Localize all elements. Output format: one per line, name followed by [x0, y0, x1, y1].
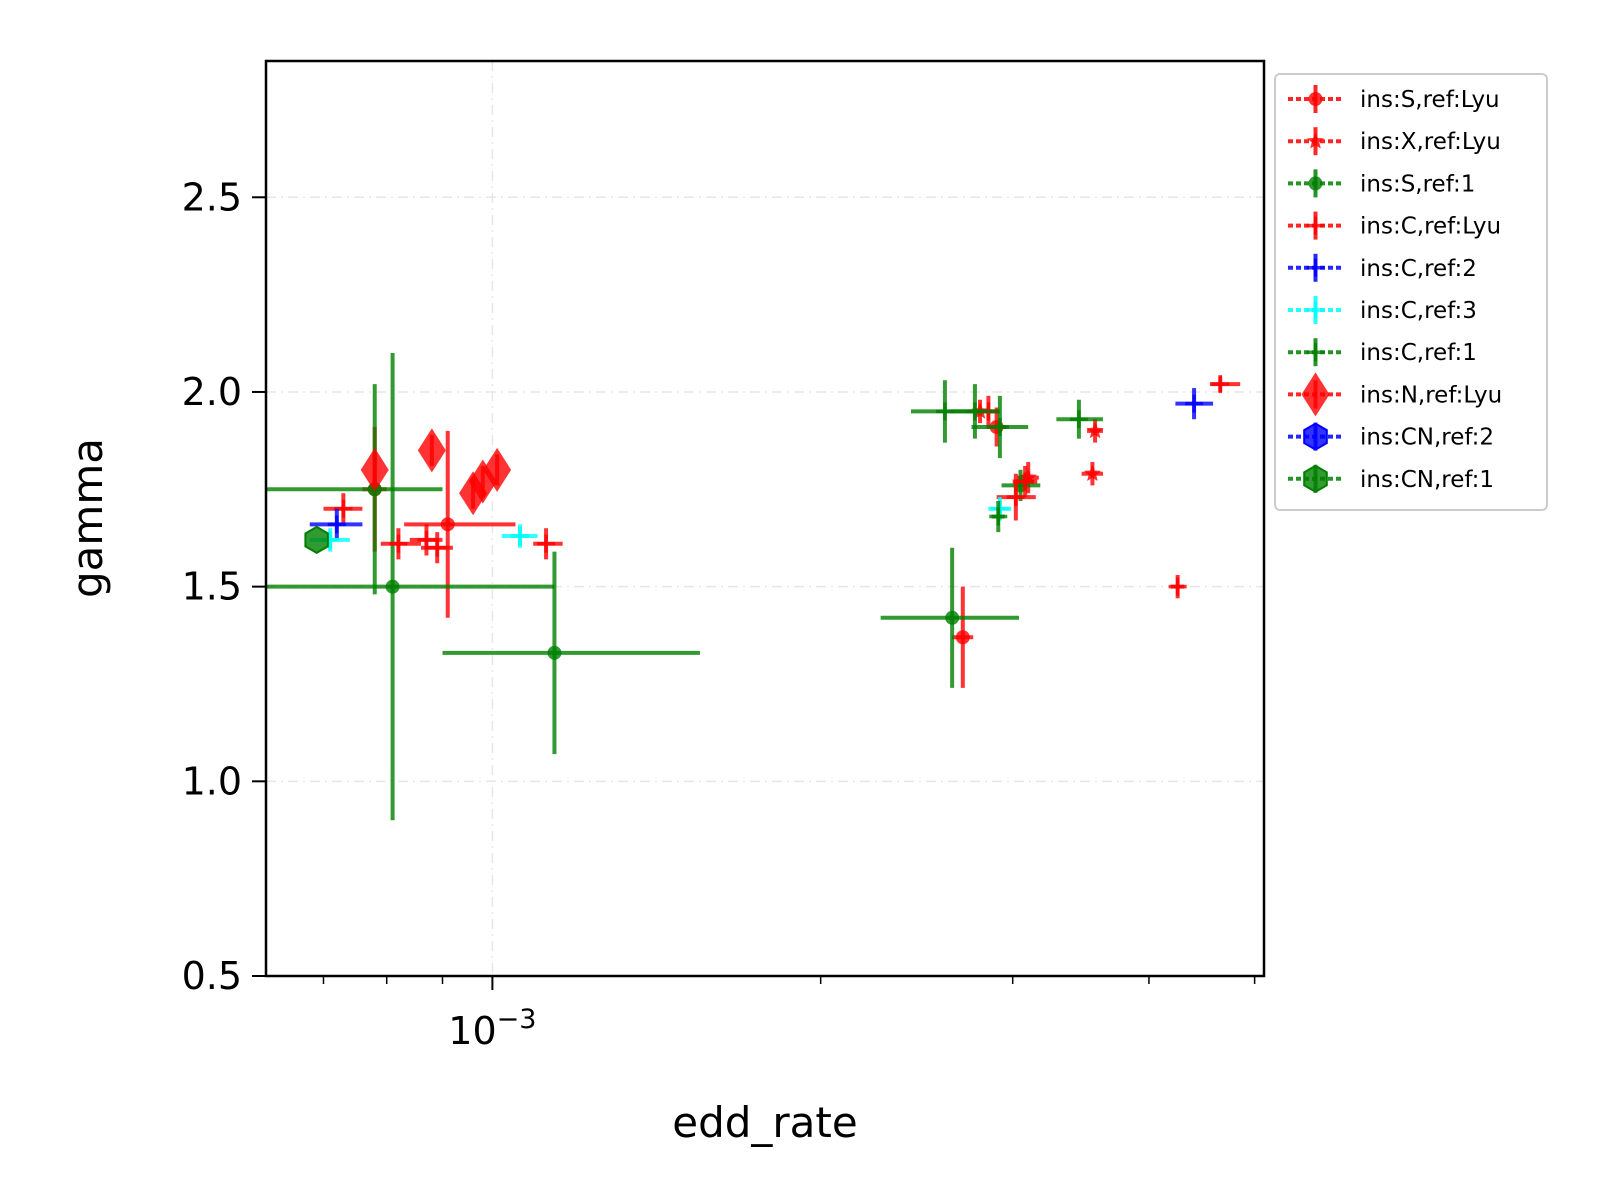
- series-ins-c-ref-lyu: [323, 375, 1241, 599]
- data-point: [1006, 488, 1025, 507]
- legend-entry: ins:C,ref:1: [1288, 338, 1477, 367]
- data-point: [1211, 375, 1230, 394]
- legend-entry: ins:CN,ref:1: [1288, 464, 1494, 493]
- series-ins-s-ref-lyu: [362, 407, 1007, 688]
- y-axis-title: gamma: [63, 438, 112, 598]
- data-point: [537, 534, 556, 553]
- data-point: [428, 538, 447, 557]
- data-point: [483, 447, 512, 492]
- data-point: [965, 402, 984, 421]
- y-tick-label: 2.5: [182, 175, 242, 219]
- data-point: [389, 534, 408, 553]
- data-point: [955, 630, 970, 645]
- legend-entry: ins:CN,ref:2: [1288, 422, 1494, 451]
- legend-label: ins:C,ref:1: [1360, 340, 1477, 366]
- legend-entry: ins:S,ref:1: [1288, 169, 1475, 198]
- data-point: [989, 507, 1008, 526]
- legend-entry: ins:S,ref:Lyu: [1288, 85, 1500, 113]
- data-point: [1016, 472, 1035, 491]
- data-point: [990, 418, 1009, 436]
- data-point: [945, 610, 960, 625]
- data-point: [1086, 421, 1104, 439]
- legend-marker: [1306, 301, 1325, 319]
- series-ins-c-ref-1: [910, 380, 1103, 533]
- legend-label: ins:C,ref:Lyu: [1360, 214, 1501, 240]
- series-ins-cn-ref-1: [304, 525, 329, 555]
- legend-marker: [1306, 258, 1325, 277]
- legend-entry: ins:C,ref:Lyu: [1288, 211, 1501, 240]
- legend-label: ins:S,ref:Lyu: [1360, 87, 1500, 113]
- data-point: [1083, 464, 1101, 481]
- x-tick-label: 10−3: [448, 1004, 536, 1053]
- legend-marker: [1303, 464, 1328, 493]
- legend-marker: [1306, 216, 1325, 235]
- series-ins-n-ref-lyu: [360, 428, 512, 516]
- legend-entry: ins:N,ref:Lyu: [1288, 372, 1502, 417]
- series-ins-s-ref-1: [266, 353, 1041, 821]
- y-tick-label: 0.5: [182, 954, 242, 998]
- data-point: [440, 517, 455, 532]
- legend-label: ins:X,ref:Lyu: [1360, 129, 1501, 155]
- legend-marker: [1308, 176, 1323, 191]
- data-point: [304, 525, 329, 555]
- data-point: [1069, 410, 1088, 429]
- y-tick-label: 2.0: [182, 370, 242, 414]
- legend-entry: ins:X,ref:Lyu: [1288, 127, 1501, 156]
- x-axis-title: edd_rate: [672, 1098, 857, 1147]
- data-point: [1185, 394, 1204, 413]
- data-point: [1168, 577, 1187, 596]
- plot-area: [266, 353, 1241, 821]
- legend-label: ins:CN,ref:2: [1360, 425, 1494, 451]
- legend-label: ins:C,ref:2: [1360, 256, 1477, 282]
- legend-box: [1274, 73, 1548, 511]
- data-point: [510, 527, 529, 546]
- grid-lines: [266, 61, 1264, 977]
- legend-entry: ins:C,ref:2: [1288, 253, 1477, 282]
- legend-marker: [1306, 132, 1325, 149]
- legend-label: ins:S,ref:1: [1360, 171, 1475, 197]
- legend-entry: ins:C,ref:3: [1288, 296, 1477, 324]
- legend-marker: [1306, 343, 1325, 362]
- legend-label: ins:CN,ref:1: [1360, 467, 1494, 493]
- data-point: [547, 645, 562, 660]
- legend-label: ins:N,ref:Lyu: [1360, 382, 1502, 408]
- axes: 0.5 1.0 1.5 2.0 2.5 10−3: [182, 175, 1256, 1053]
- data-point: [417, 428, 446, 473]
- legend-marker: [1308, 92, 1323, 106]
- legend-label: ins:C,ref:3: [1360, 298, 1477, 324]
- y-tick-label: 1.5: [182, 565, 242, 609]
- data-point: [385, 579, 400, 594]
- y-tick-label: 1.0: [182, 759, 242, 803]
- legend: ins:S,ref:Lyu ins:X,ref:Lyu ins:S,ref:1 ins…: [1274, 73, 1548, 511]
- legend-marker: [1303, 422, 1328, 451]
- legend-marker: [1301, 372, 1330, 417]
- data-point: [360, 447, 389, 492]
- plot-frame: [264, 59, 1266, 978]
- series-ins-c-ref-2: [309, 388, 1214, 540]
- data-point: [327, 515, 346, 534]
